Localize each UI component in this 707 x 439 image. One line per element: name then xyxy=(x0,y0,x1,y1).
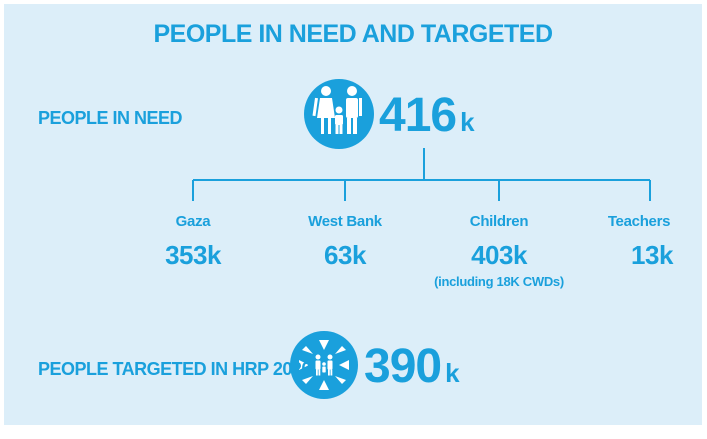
branch-value-teachers: 13k xyxy=(631,240,673,270)
people-targeted-number: 390 xyxy=(364,340,442,393)
people-in-need-value: 416 k xyxy=(379,88,475,143)
people-in-need-number: 416 xyxy=(379,89,457,142)
diagram-title: PEOPLE IN NEED AND TARGETED xyxy=(153,20,553,48)
branch-label-west-bank: West Bank xyxy=(308,213,382,230)
people-targeted-unit: k xyxy=(445,358,460,388)
people-in-need-unit: k xyxy=(460,107,475,137)
family-icon xyxy=(304,79,374,149)
branch-label-teachers: Teachers xyxy=(607,213,671,230)
target-people-icon xyxy=(290,331,358,399)
people-targeted-label: PEOPLE TARGETED IN HRP 2020 xyxy=(38,359,311,379)
people-in-need-label: PEOPLE IN NEED xyxy=(38,108,183,128)
breakdown-connector xyxy=(192,148,651,201)
people-targeted-value: 390 k xyxy=(364,339,460,394)
branch-label-children: Children xyxy=(469,213,529,230)
branch-note-children: (including 18K CWDs) xyxy=(434,274,564,289)
branch-value-west-bank: 63k xyxy=(324,240,366,270)
diagram-graphics xyxy=(192,79,651,399)
branch-value-gaza: 353k xyxy=(165,240,221,270)
infographic-panel: PEOPLE IN NEED AND TARGETED PEOPLE IN NE… xyxy=(4,4,702,425)
branch-label-gaza: Gaza xyxy=(175,213,211,230)
branch-value-children: 403k xyxy=(471,240,527,270)
